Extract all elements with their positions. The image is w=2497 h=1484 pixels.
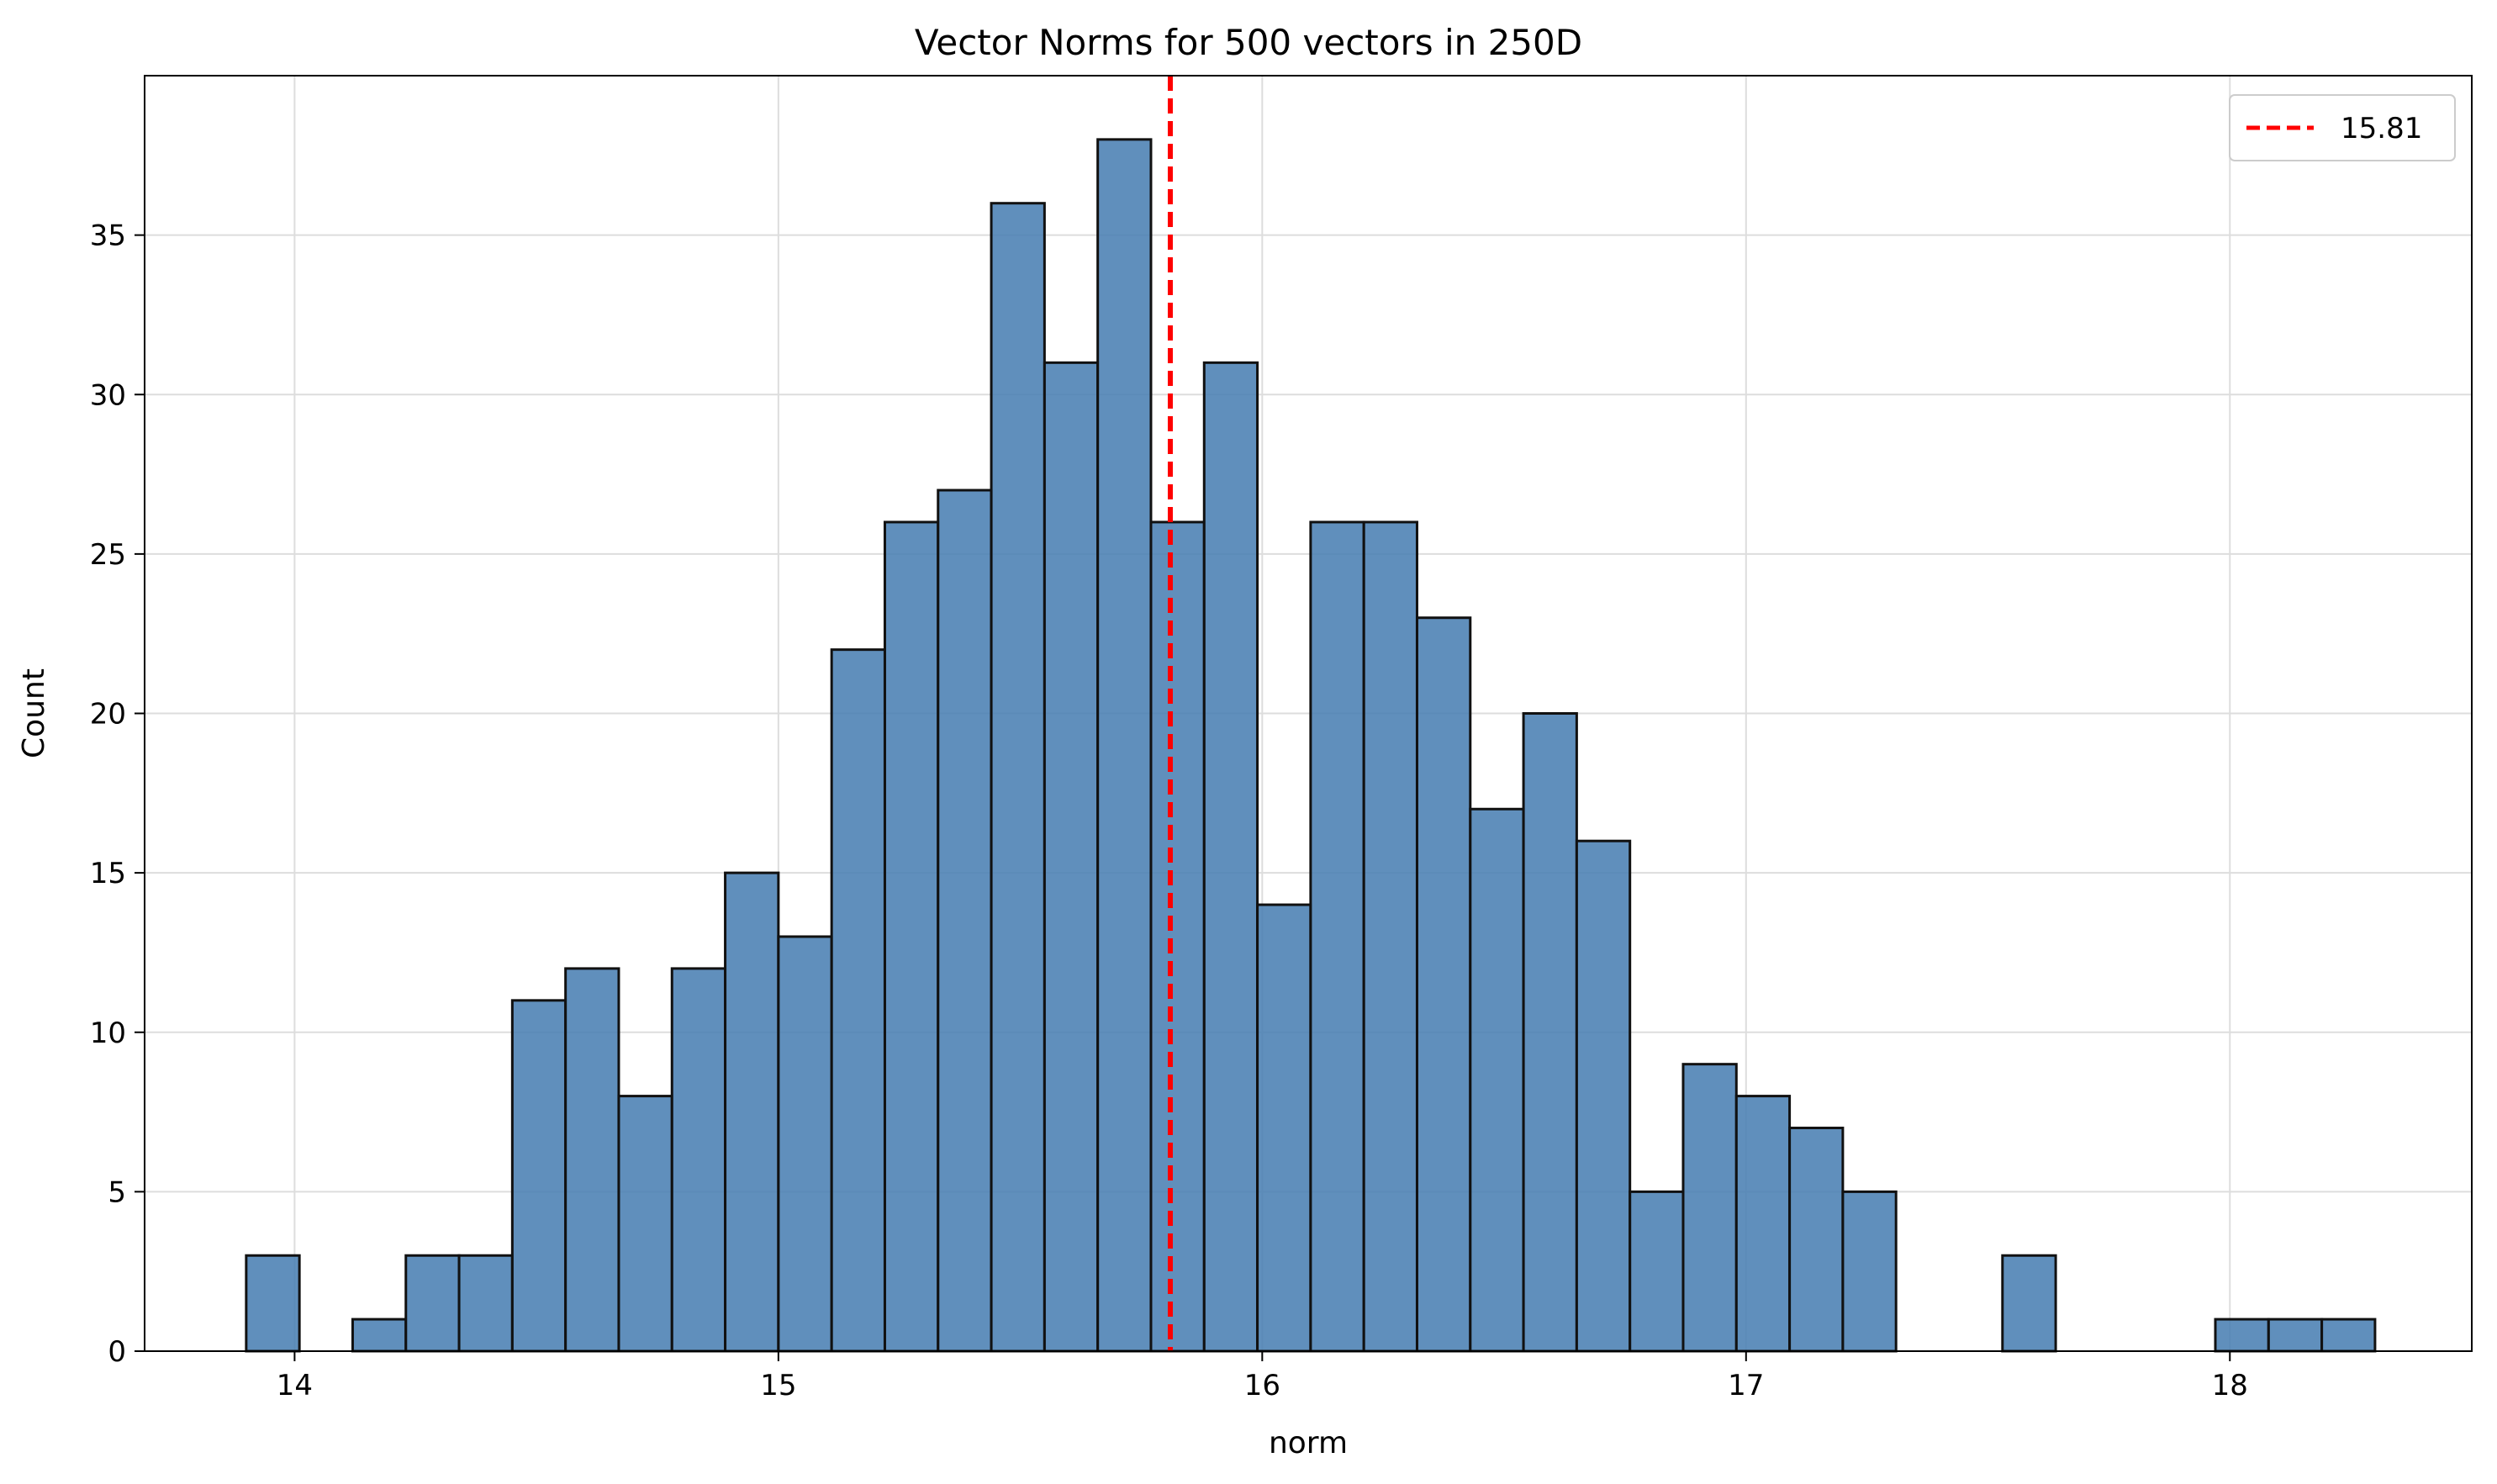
histogram-bar <box>1202 361 1259 1353</box>
x-tick-label: 17 <box>1728 1369 1764 1402</box>
legend-box <box>2229 94 2456 161</box>
histogram-bar <box>1256 903 1312 1353</box>
histogram-bar <box>457 1254 514 1353</box>
histogram-bar <box>2320 1318 2377 1353</box>
y-axis-ticks: 0 5 10 15 20 25 30 35 <box>90 219 145 1369</box>
histogram-bar <box>510 999 568 1353</box>
histogram-bar <box>1469 807 1525 1353</box>
y-tick-label: 10 <box>90 1017 126 1050</box>
histogram-bar <box>830 648 886 1353</box>
y-tick-label: 20 <box>90 698 126 731</box>
y-tick-label: 15 <box>90 857 126 890</box>
histogram-bar <box>1096 138 1153 1353</box>
histogram-bar <box>617 1095 673 1353</box>
y-axis-label: Count <box>17 668 51 758</box>
histogram-bar <box>1149 520 1206 1353</box>
histogram-bar <box>1309 520 1365 1353</box>
histogram-bar <box>1362 520 1418 1353</box>
histogram-bar <box>1681 1063 1738 1353</box>
legend: 15.81 <box>2229 94 2456 161</box>
histogram-bar <box>1522 712 1578 1353</box>
histogram-bar <box>1629 1190 1685 1353</box>
y-tick-label: 5 <box>108 1175 126 1209</box>
histogram-bar <box>2267 1318 2324 1353</box>
chart-title: Vector Norms for 500 vectors in 250D <box>915 22 1582 63</box>
histogram-bar <box>351 1318 408 1353</box>
histogram-bar <box>990 202 1046 1353</box>
histogram-bar <box>883 520 940 1353</box>
legend-entry-label: 15.81 <box>2341 112 2422 145</box>
histogram-bar <box>777 935 833 1353</box>
histogram-bar <box>724 871 780 1353</box>
histogram-bar <box>670 967 727 1353</box>
histogram-bar <box>1575 839 1632 1353</box>
histogram-bar <box>1043 361 1100 1353</box>
histogram-bar <box>1841 1190 1898 1353</box>
histogram-bar <box>245 1254 301 1353</box>
histogram-bar <box>1788 1127 1845 1353</box>
histogram-bars <box>245 138 2377 1353</box>
histogram-bar <box>937 489 993 1353</box>
x-tick-label: 16 <box>1244 1369 1280 1402</box>
y-tick-label: 0 <box>108 1335 126 1369</box>
histogram-bar <box>404 1254 461 1353</box>
x-tick-label: 15 <box>760 1369 796 1402</box>
x-tick-label: 14 <box>277 1369 313 1402</box>
histogram-bar <box>2001 1254 2057 1353</box>
x-axis-label: norm <box>1269 1426 1348 1460</box>
x-tick-label: 18 <box>2212 1369 2248 1402</box>
histogram-bar <box>564 967 620 1353</box>
x-axis-ticks: 14 15 16 17 18 <box>277 1351 2248 1402</box>
y-tick-label: 30 <box>90 378 126 412</box>
histogram-bar <box>1415 616 1472 1353</box>
y-tick-label: 35 <box>90 219 126 253</box>
y-tick-label: 25 <box>90 538 126 572</box>
histogram-bar <box>1734 1095 1792 1353</box>
histogram-bar <box>2214 1318 2270 1353</box>
